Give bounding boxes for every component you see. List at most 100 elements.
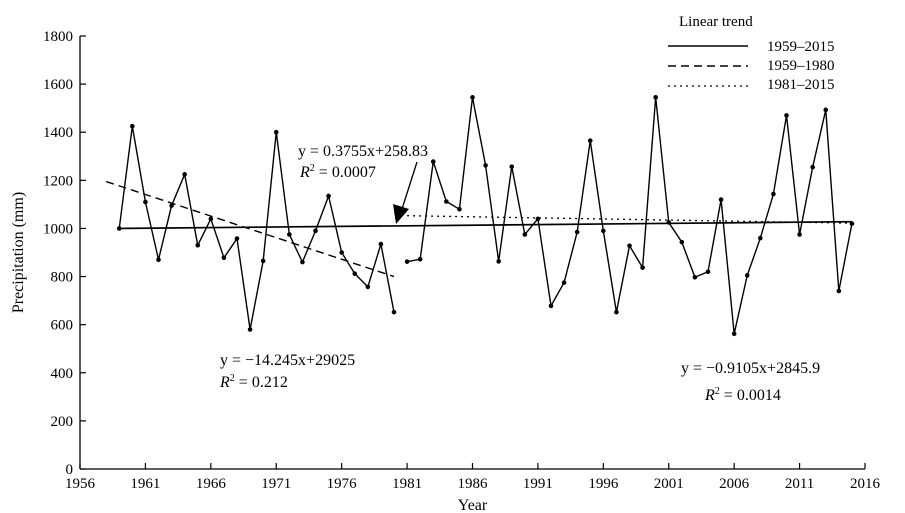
y-axis-title: Precipitation (mm) — [10, 192, 27, 313]
data-point — [352, 271, 358, 276]
x-tick-label: 2001 — [654, 476, 684, 492]
data-point — [679, 239, 685, 245]
data-point — [823, 107, 829, 113]
data-point — [744, 273, 750, 278]
y-tick-label: 0 — [66, 462, 74, 478]
data-point — [444, 199, 449, 204]
legend-label-solid: 1959–2015 — [767, 39, 835, 55]
data-point — [365, 284, 371, 290]
x-tick-label: 2006 — [719, 476, 750, 492]
data-point — [705, 269, 711, 275]
data-series — [116, 95, 855, 337]
data-point — [339, 250, 344, 255]
legend-label-dashed: 1959–1980 — [767, 58, 835, 74]
data-point — [653, 95, 658, 100]
y-tick-label: 1800 — [43, 29, 73, 45]
data-point — [836, 288, 842, 294]
annotation-3-equation: y = −0.9105x+2845.9 — [681, 360, 820, 377]
data-point — [692, 274, 698, 280]
data-point — [234, 236, 240, 241]
series-line-2 — [406, 96, 853, 335]
data-point — [273, 129, 279, 135]
data-point — [417, 256, 423, 262]
trend-line-dotted — [407, 215, 852, 224]
annotation-3-r2: R2 = 0.0014 — [704, 386, 781, 404]
x-tick-label: 1961 — [130, 476, 160, 492]
x-tick-label: 1996 — [588, 476, 619, 492]
annotation-2-r2: R2 = 0.212 — [219, 373, 288, 391]
trend-line-dashed — [105, 180, 395, 278]
data-point — [784, 113, 789, 118]
data-point — [326, 193, 331, 199]
data-point — [797, 232, 802, 237]
x-tick-label: 1966 — [196, 476, 227, 492]
data-point — [601, 228, 606, 234]
data-point — [640, 265, 645, 270]
data-point — [587, 138, 593, 143]
data-point — [574, 229, 580, 235]
y-tick-label: 200 — [51, 414, 74, 430]
data-point — [169, 203, 174, 208]
trend-lines — [105, 180, 852, 278]
data-point — [300, 259, 305, 265]
x-tick-label: 1991 — [523, 476, 553, 492]
annotation-1981-2015: y = 0.3755x+258.83 R2 = 0.0007 — [298, 143, 428, 224]
x-tick-label: 1981 — [392, 476, 422, 492]
y-tick-label: 400 — [51, 366, 74, 382]
data-point — [182, 172, 187, 177]
annotation-1-r2: R2 = 0.0007 — [299, 163, 376, 181]
data-point — [313, 228, 318, 234]
annotation-1959-1980: y = −14.245x+29025 R2 = 0.212 — [219, 352, 355, 391]
data-point — [430, 159, 436, 164]
annotation-1959-2015: y = −0.9105x+2845.9 R2 = 0.0014 — [681, 360, 820, 404]
data-point — [247, 327, 253, 332]
data-point — [758, 235, 763, 241]
annotation-1-equation: y = 0.3755x+258.83 — [298, 143, 428, 160]
data-point — [260, 258, 266, 264]
x-tick-label: 2016 — [850, 476, 881, 492]
series-line-1 — [118, 125, 395, 331]
y-tick-label: 1600 — [43, 77, 73, 93]
x-tick-label: 2011 — [785, 476, 814, 492]
data-point — [116, 226, 122, 231]
data-point — [771, 191, 776, 197]
data-point — [561, 280, 567, 285]
data-point — [849, 221, 855, 226]
data-point — [535, 216, 541, 222]
data-point — [614, 309, 619, 315]
annotation-1-r2-value: 0.0007 — [332, 164, 376, 181]
data-point — [496, 259, 501, 264]
axes: 0 200 400 600 800 1000 1200 1400 1600 1800 1956 196… — [10, 29, 881, 513]
y-tick-label: 800 — [51, 270, 74, 286]
x-tick-label: 1956 — [65, 476, 96, 492]
data-point — [195, 242, 201, 248]
data-point — [143, 199, 148, 205]
data-point — [457, 206, 462, 212]
data-point — [731, 331, 737, 337]
x-axis-title: Year — [458, 497, 488, 513]
data-point — [391, 309, 397, 315]
data-point — [548, 303, 554, 309]
data-point — [470, 95, 475, 100]
data-point — [156, 257, 161, 263]
legend-title: Linear trend — [679, 14, 753, 30]
y-tick-label: 1000 — [43, 221, 73, 237]
data-point — [627, 243, 632, 249]
trend-line-solid — [119, 220, 852, 230]
data-point — [221, 255, 227, 261]
annotation-arrow-head — [393, 204, 409, 224]
data-point — [522, 232, 528, 237]
legend-label-dotted: 1981–2015 — [767, 77, 835, 93]
annotation-2-equation: y = −14.245x+29025 — [220, 352, 355, 369]
annotation-2-r2-value: 0.212 — [252, 374, 288, 391]
legend: Linear trend 1959–2015 1959–1980 1981–20… — [668, 14, 835, 93]
x-tick-label: 1986 — [458, 476, 489, 492]
data-point — [718, 197, 724, 202]
x-tick-label: 1976 — [327, 476, 358, 492]
data-point — [404, 259, 410, 264]
data-point — [130, 123, 135, 129]
data-point — [208, 216, 214, 222]
data-point — [509, 164, 515, 169]
data-point — [666, 220, 672, 225]
annotation-arrow-shaft — [401, 161, 418, 210]
